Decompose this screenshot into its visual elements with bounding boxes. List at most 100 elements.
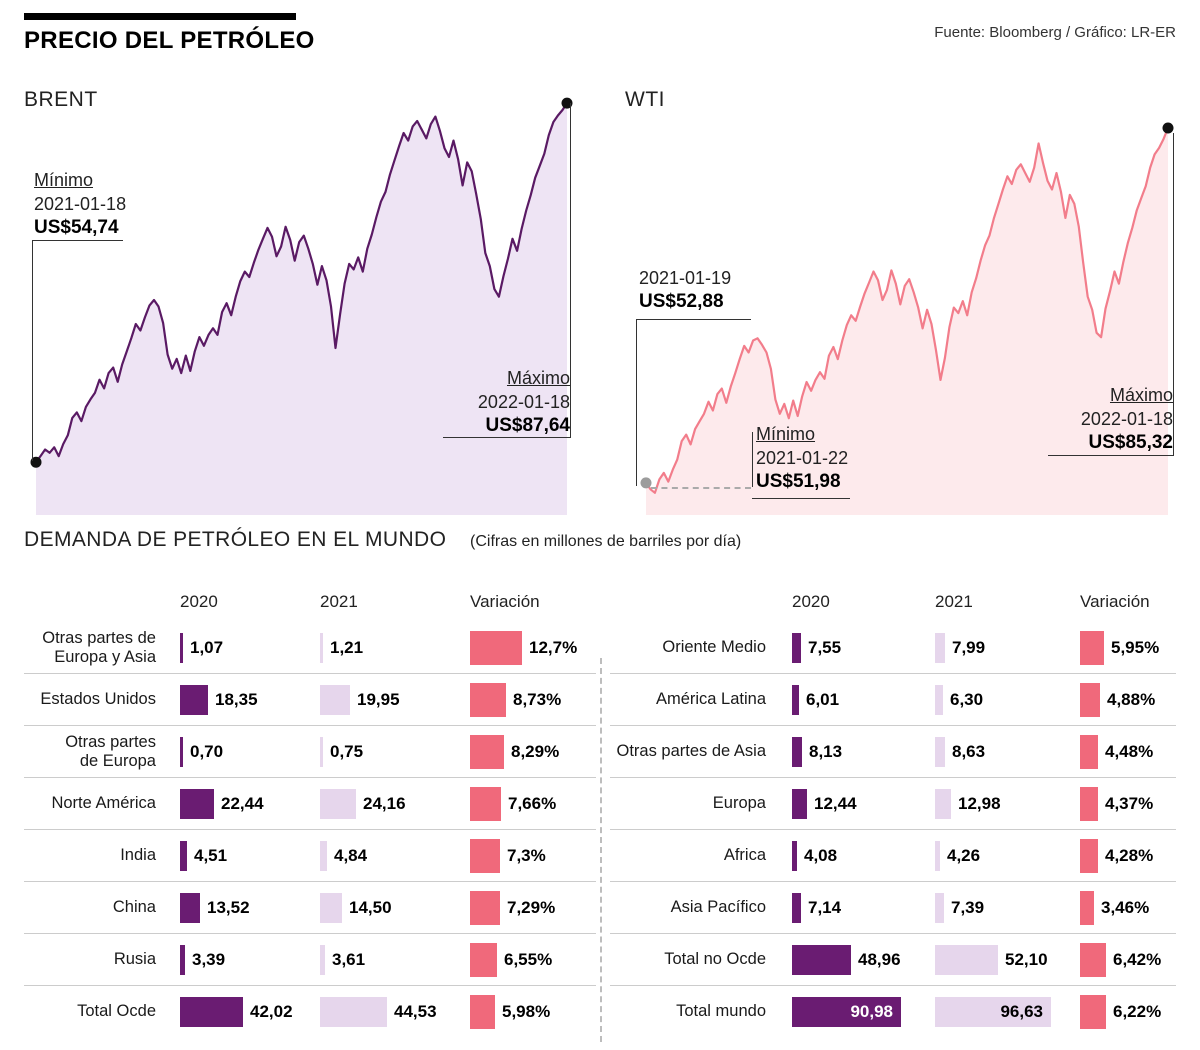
bar-variation	[470, 786, 501, 821]
cell-variation: 8,73%	[458, 682, 596, 717]
bar-variation	[1080, 682, 1100, 717]
table-row: Total no Ocde 48,96 52,10 6,42%	[610, 934, 1176, 986]
value-2020: 8,13	[809, 741, 843, 761]
cell-variation: 6,42%	[1067, 942, 1176, 977]
cell-2020: 8,13	[778, 736, 922, 767]
cell-2021: 7,39	[922, 892, 1067, 923]
value-2021: 4,84	[334, 845, 368, 865]
cell-2020: 6,01	[778, 684, 922, 715]
tables-dashed-divider	[600, 658, 602, 1042]
row-label: China	[112, 898, 156, 917]
bar-2020	[180, 944, 185, 975]
cell-2020: 3,39	[168, 944, 308, 975]
header-variacion: Variación	[1080, 592, 1150, 611]
row-label: Total no Ocde	[664, 950, 766, 969]
row-label: Otras partes de Asia	[616, 742, 767, 761]
value-variation: 5,95%	[1111, 637, 1160, 657]
cell-variation: 12,7%	[458, 630, 596, 665]
brent-max-connector	[443, 103, 571, 438]
value-variation: 4,28%	[1105, 845, 1154, 865]
value-2020: 48,96	[858, 949, 901, 969]
cell-variation: 4,37%	[1067, 786, 1176, 821]
value-variation: 6,42%	[1113, 949, 1162, 969]
table-row: Total mundo 90,98 96,63 6,22%	[610, 986, 1176, 1037]
bar-variation	[470, 838, 500, 873]
row-label: Otras partes de Europa	[65, 732, 156, 770]
value-variation: 6,22%	[1113, 1001, 1162, 1021]
cell-2020: 42,02	[168, 996, 308, 1027]
bar-2020	[180, 996, 243, 1027]
brent-chart-title: BRENT	[24, 88, 98, 111]
value-2021: 14,50	[349, 897, 392, 917]
wti-start-connector	[636, 319, 751, 486]
brent-min-title: Mínimo	[34, 170, 94, 190]
table-row: China 13,52 14,50 7,29%	[24, 882, 596, 934]
bar-2020	[180, 892, 200, 923]
wti-max-annotation: Máximo 2022-01-18 US$85,32	[1045, 383, 1173, 455]
table-header-row: 2020 2021 Variación	[610, 582, 1176, 622]
bar-variation	[470, 682, 506, 717]
table-header-row: 2020 2021 Variación	[24, 582, 596, 622]
cell-2020: 7,14	[778, 892, 922, 923]
wti-min-date: 2021-01-22	[756, 448, 849, 468]
value-2021: 1,21	[330, 637, 364, 657]
value-variation: 4,88%	[1107, 689, 1156, 709]
cell-2020: 90,98	[778, 996, 922, 1027]
cell-2021: 52,10	[922, 944, 1067, 975]
demand-section-subtitle: (Cifras en millones de barriles por día)	[470, 533, 742, 550]
row-label: Rusia	[113, 950, 156, 969]
cell-2020: 1,07	[168, 632, 308, 663]
bar-variation	[470, 994, 495, 1029]
value-2021: 4,26	[947, 845, 981, 865]
brent-area-chart	[30, 97, 573, 515]
header-2020: 2020	[180, 592, 218, 611]
bar-variation	[1080, 786, 1098, 821]
cell-2020: 48,96	[778, 944, 922, 975]
value-variation: 8,73%	[513, 689, 562, 709]
source-credit: Fuente: Bloomberg / Gráfico: LR-ER	[934, 24, 1176, 41]
cell-2021: 6,30	[922, 684, 1067, 715]
cell-variation: 8,29%	[458, 734, 596, 769]
bar-2021	[320, 788, 356, 819]
bar-2021	[320, 892, 342, 923]
brent-max-annotation: Máximo 2022-01-18 US$87,64	[420, 366, 570, 438]
wti-min-connector-vertical	[752, 432, 753, 487]
cell-2021: 14,50	[308, 892, 458, 923]
table-row: Africa 4,08 4,26 4,28%	[610, 830, 1176, 882]
row-label: Estados Unidos	[40, 690, 156, 709]
value-2021: 7,39	[951, 897, 985, 917]
value-variation: 4,48%	[1105, 741, 1154, 761]
bar-2020	[180, 736, 183, 767]
bar-2021	[320, 684, 350, 715]
demand-section-title: DEMANDA DE PETRÓLEO EN EL MUNDO	[24, 528, 447, 551]
bar-2021	[320, 736, 323, 767]
bar-2021	[935, 736, 945, 767]
value-2020: 4,08	[804, 845, 838, 865]
bar-2020	[180, 684, 208, 715]
cell-variation: 7,66%	[458, 786, 596, 821]
wti-start-annotation: 2021-01-19 US$52,88	[639, 266, 769, 314]
wti-min-value: US$51,98	[756, 471, 841, 492]
cell-2021: 96,63	[922, 996, 1067, 1027]
cell-variation: 6,55%	[458, 942, 596, 977]
cell-variation: 4,48%	[1067, 734, 1176, 769]
cell-2020: 12,44	[778, 788, 922, 819]
wti-start-value: US$52,88	[639, 291, 724, 312]
cell-variation: 4,28%	[1067, 838, 1176, 873]
brent-chart-block: BRENT Mínimo 2021-01-18 US$54,74 Máximo …	[24, 88, 573, 520]
header-2021: 2021	[320, 592, 358, 611]
cell-2020: 4,51	[168, 840, 308, 871]
brent-min-connector	[32, 240, 123, 461]
cell-2020: 22,44	[168, 788, 308, 819]
cell-variation: 6,22%	[1067, 994, 1176, 1029]
demand-table-ocde: 2020 2021 Variación Otras partes de Euro…	[24, 582, 596, 1037]
bar-2021	[935, 840, 940, 871]
bar-2020	[180, 840, 187, 871]
header-variacion: Variación	[470, 592, 540, 611]
table-row: Norte América 22,44 24,16 7,66%	[24, 778, 596, 830]
bar-2021	[320, 632, 323, 663]
value-variation: 5,98%	[502, 1001, 551, 1021]
bar-2020	[792, 684, 799, 715]
value-variation: 7,29%	[507, 897, 556, 917]
